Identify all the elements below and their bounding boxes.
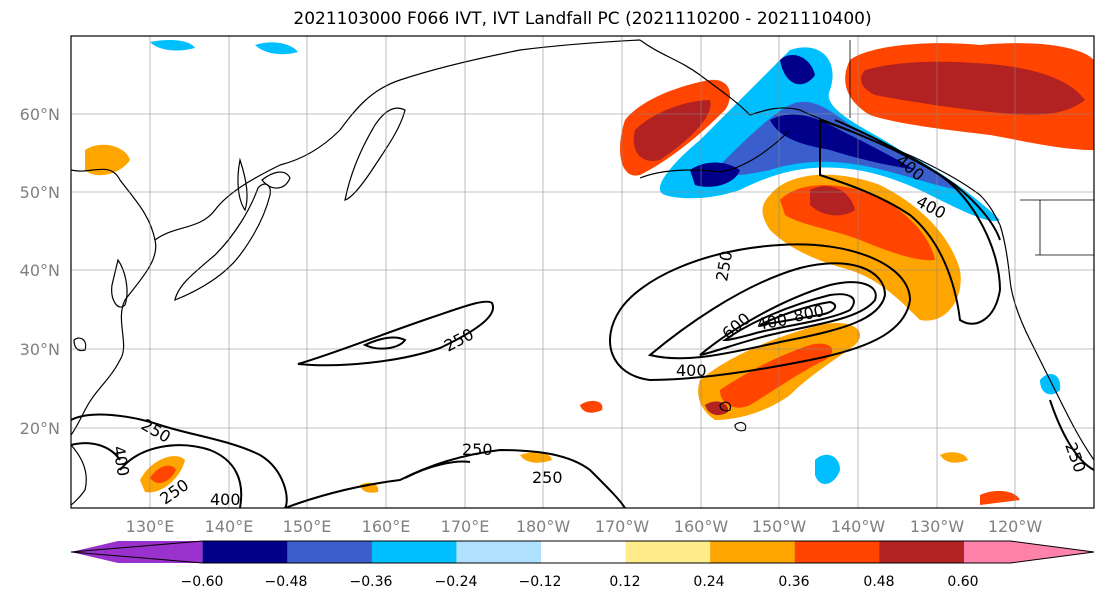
- lat-label: 50°N: [20, 183, 60, 202]
- lon-label: 150°W: [752, 517, 807, 536]
- colorbar-tick-label: 0.12: [609, 574, 640, 590]
- lon-label: 150°E: [283, 517, 332, 536]
- lat-label: 20°N: [20, 419, 60, 438]
- colorbar-tick-label: −0.24: [435, 574, 478, 590]
- colorbar-swatch: [71, 541, 203, 563]
- contour-label: 250: [532, 468, 563, 487]
- colorbar-tick-label: 0.48: [863, 574, 894, 590]
- colorbar-tick-label: 0.36: [778, 574, 809, 590]
- colorbar-swatch: [879, 541, 965, 563]
- lon-label: 160°E: [362, 517, 411, 536]
- contour-label: 400: [676, 361, 707, 380]
- pc-shading: [85, 40, 1094, 505]
- coastlines: [71, 39, 1094, 506]
- longitude-labels: 130°E 140°E 150°E 160°E 170°E 180°W 170°…: [126, 517, 1043, 536]
- lon-label: 170°W: [595, 517, 650, 536]
- ivt-contours: [71, 118, 1094, 508]
- lat-label: 30°N: [20, 340, 60, 359]
- colorbar-tick-label: −0.36: [350, 574, 393, 590]
- colorbar-tick-label: −0.48: [265, 574, 308, 590]
- contour-label: 400: [210, 490, 241, 509]
- colorbar-swatch: [287, 541, 373, 563]
- lat-label: 40°N: [20, 261, 60, 280]
- colorbar-tick-label: 0.60: [947, 574, 978, 590]
- colorbar-tick-label: −0.12: [519, 574, 562, 590]
- contour-label: 250: [462, 440, 493, 459]
- lat-label: 60°N: [20, 105, 60, 124]
- colorbar-tick-label: −0.60: [181, 574, 224, 590]
- lon-label: 140°E: [205, 517, 254, 536]
- colorbar-swatch: [541, 541, 627, 563]
- latitude-labels: 60°N 50°N 40°N 30°N 20°N: [20, 105, 60, 438]
- colorbar: [70, 540, 1095, 564]
- colorbar-swatch: [710, 541, 796, 563]
- colorbar-outline: [70, 540, 1095, 564]
- gridlines: [71, 36, 1094, 508]
- colorbar-tick-label: 0.24: [693, 574, 724, 590]
- figure-title: 2021103000 F066 IVT, IVT Landfall PC (20…: [293, 9, 872, 29]
- lon-label: 140°W: [831, 517, 886, 536]
- lon-label: 160°W: [674, 517, 729, 536]
- lon-label: 130°W: [910, 517, 965, 536]
- map-frame: [70, 35, 1095, 509]
- lon-label: 180°W: [516, 517, 571, 536]
- colorbar-swatch: [794, 541, 880, 563]
- colorbar-swatch: [371, 541, 457, 563]
- lon-label: 130°E: [126, 517, 175, 536]
- colorbar-ticks: −0.60 −0.48 −0.36 −0.24 −0.12 0.12 0.24 …: [181, 574, 979, 590]
- colorbar-swatch: [202, 541, 288, 563]
- lon-label: 170°E: [441, 517, 490, 536]
- colorbar-swatch: [456, 541, 542, 563]
- lon-label: 120°W: [988, 517, 1043, 536]
- colorbar-swatch: [964, 541, 1094, 563]
- colorbar-swatch: [625, 541, 711, 563]
